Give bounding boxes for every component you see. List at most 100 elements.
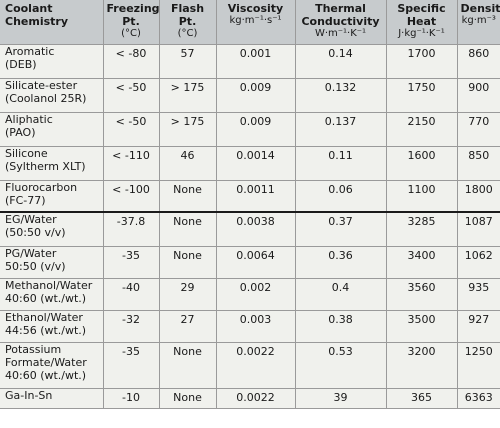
density-cell: 935	[457, 278, 500, 311]
coolant-name-cell: EG/Water (50:50 v/v)	[0, 212, 104, 247]
header-viscosity: Viscosity kg·m⁻¹·s⁻¹	[216, 0, 296, 45]
freezing-point-cell: < -110	[103, 146, 160, 181]
coolant-name-cell: PG/Water 50:50 (v/v)	[0, 246, 104, 279]
thermal-conductivity-cell: 0.38	[295, 310, 387, 343]
thermal-conductivity-cell: 0.37	[295, 212, 387, 247]
flash-point-cell: 57	[159, 44, 217, 79]
specific-heat-cell: 1100	[386, 180, 458, 213]
density-cell: 850	[457, 146, 500, 181]
density-cell: 927	[457, 310, 500, 343]
coolant-name-line: Ethanol/Water	[5, 310, 83, 324]
flash-point-cell: None	[159, 342, 217, 389]
coolant-name-cell: Silicate-ester (Coolanol 25R)	[0, 78, 104, 113]
coolant-name-line: (Coolanol 25R)	[5, 91, 87, 105]
freezing-point-cell: < -100	[103, 180, 160, 213]
coolant-name-cell: Ga-In-Sn	[0, 388, 104, 409]
freezing-point-cell: < -50	[103, 78, 160, 113]
flash-point-cell: > 175	[159, 78, 217, 113]
header-row: Coolant Chemistry Freezing Pt. (°C) Flash…	[0, 0, 500, 45]
specific-heat-cell: 1750	[386, 78, 458, 113]
specific-heat-cell: 3560	[386, 278, 458, 311]
coolant-name-line: Silicone	[5, 146, 48, 160]
header-density: Densitykg·m⁻³	[457, 0, 500, 45]
density-cell: 6363	[457, 388, 500, 409]
viscosity-cell: 0.002	[216, 278, 296, 311]
thermal-conductivity-cell: 0.36	[295, 246, 387, 279]
coolant-name-line: Methanol/Water	[5, 278, 93, 292]
coolant-name-line: (Syltherm XLT)	[5, 159, 86, 173]
density-cell: 1062	[457, 246, 500, 279]
viscosity-cell: 0.009	[216, 78, 296, 113]
table-row: Methanol/Water 40:60 (wt./wt.) -40 29 0.002 0…	[0, 278, 500, 311]
table-row: Fluorocarbon (FC-77) < -100 None 0.0011 0.06 1…	[0, 180, 500, 213]
coolant-name-line: EG/Water	[5, 213, 57, 226]
viscosity-cell: 0.001	[216, 44, 296, 79]
table-row: Potassium Formate/Water 40:60 (wt./wt.) -35…	[0, 342, 500, 389]
viscosity-cell: 0.009	[216, 112, 296, 147]
coolant-name-cell: Ethanol/Water 44:56 (wt./wt.)	[0, 310, 104, 343]
coolant-name-line: 44:56 (wt./wt.)	[5, 323, 87, 337]
coolant-name-line: Fluorocarbon	[5, 180, 78, 194]
thermal-conductivity-cell: 0.137	[295, 112, 387, 147]
specific-heat-cell: 1600	[386, 146, 458, 181]
viscosity-cell: 0.0022	[216, 388, 296, 409]
coolant-name-line: Formate/Water	[5, 355, 87, 369]
freezing-point-cell: -32	[103, 310, 160, 343]
coolant-name-line: (50:50 v/v)	[5, 226, 66, 239]
specific-heat-cell: 365	[386, 388, 458, 409]
table-row: Ga-In-Sn -10 None 0.0022 39 365 6363	[0, 388, 500, 409]
thermal-conductivity-cell: 0.14	[295, 44, 387, 79]
viscosity-cell: 0.0064	[216, 246, 296, 279]
coolant-name-line: Ga-In-Sn	[5, 388, 53, 402]
viscosity-cell: 0.0038	[216, 212, 296, 247]
header-thermal-conductivity: Thermal Conductivity W·m⁻¹·K⁻¹	[295, 0, 387, 45]
thermal-conductivity-cell: 39	[295, 388, 387, 409]
coolant-name-cell: Aromatic (DEB)	[0, 44, 104, 79]
coolant-name-line: Aromatic	[5, 44, 55, 58]
specific-heat-cell: 3500	[386, 310, 458, 343]
table-row: EG/Water (50:50 v/v) -37.8 None 0.0038 0.37 32…	[0, 212, 500, 247]
freezing-point-cell: -35	[103, 342, 160, 389]
table-row: Ethanol/Water 44:56 (wt./wt.) -32 27 0.003 0.…	[0, 310, 500, 343]
viscosity-cell: 0.003	[216, 310, 296, 343]
flash-point-cell: 29	[159, 278, 217, 311]
flash-point-cell: 27	[159, 310, 217, 343]
freezing-point-cell: < -50	[103, 112, 160, 147]
density-cell: 770	[457, 112, 500, 147]
coolant-name-line: Aliphatic	[5, 112, 53, 126]
table-body: Aromatic (DEB) < -80 57 0.001 0.14 1700 860 Sili…	[0, 44, 500, 409]
coolant-name-line: (DEB)	[5, 57, 37, 71]
coolant-name-cell: Silicone (Syltherm XLT)	[0, 146, 104, 181]
coolant-name-line: Silicate-ester	[5, 78, 78, 92]
table-row: Aliphatic (PAO) < -50 > 175 0.009 0.137 2150 77…	[0, 112, 500, 147]
density-cell: 1087	[457, 212, 500, 247]
specific-heat-cell: 3400	[386, 246, 458, 279]
density-cell: 1250	[457, 342, 500, 389]
table-row: PG/Water 50:50 (v/v) -35 None 0.0064 0.36 3400…	[0, 246, 500, 279]
viscosity-cell: 0.0011	[216, 180, 296, 213]
specific-heat-cell: 1700	[386, 44, 458, 79]
density-cell: 900	[457, 78, 500, 113]
header-specific-heat: Specific Heat J·kg⁻¹·K⁻¹	[386, 0, 458, 45]
flash-point-cell: None	[159, 180, 217, 213]
coolant-name-line: 50:50 (v/v)	[5, 259, 66, 273]
header-coolant-chemistry: Coolant Chemistry	[0, 0, 104, 45]
density-cell: 860	[457, 44, 500, 79]
thermal-conductivity-cell: 0.4	[295, 278, 387, 311]
coolant-name-line: (PAO)	[5, 125, 36, 139]
freezing-point-cell: -37.8	[103, 212, 160, 247]
coolant-name-line: Potassium	[5, 342, 62, 356]
thermal-conductivity-cell: 0.11	[295, 146, 387, 181]
flash-point-cell: None	[159, 246, 217, 279]
freezing-point-cell: -35	[103, 246, 160, 279]
coolant-name-cell: Aliphatic (PAO)	[0, 112, 104, 147]
flash-point-cell: None	[159, 212, 217, 247]
header-freezing-point: Freezing Pt. (°C)	[103, 0, 160, 45]
header-flash-point: Flash Pt. (°C)	[159, 0, 217, 45]
coolant-name-line: 40:60 (wt./wt.)	[5, 291, 87, 305]
freezing-point-cell: -40	[103, 278, 160, 311]
coolant-name-cell: Methanol/Water 40:60 (wt./wt.)	[0, 278, 104, 311]
flash-point-cell: None	[159, 388, 217, 409]
freezing-point-cell: -10	[103, 388, 160, 409]
coolant-name-line: PG/Water	[5, 246, 57, 260]
